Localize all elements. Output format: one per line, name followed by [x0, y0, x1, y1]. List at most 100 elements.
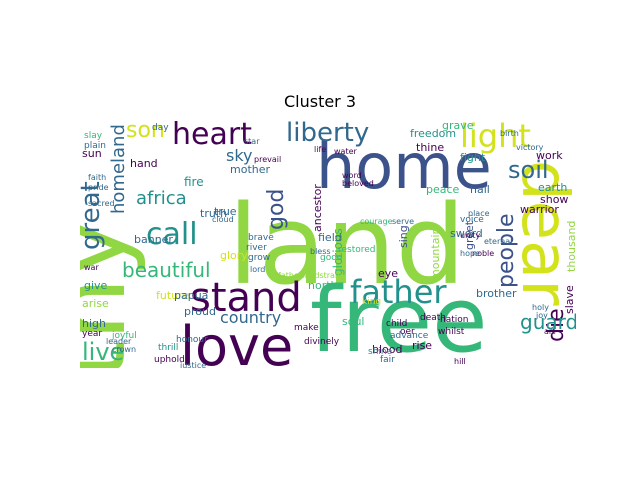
word: peace	[426, 183, 460, 196]
word: people	[494, 213, 519, 288]
word: day	[152, 123, 169, 133]
word: thousand	[565, 220, 576, 272]
word: mountain	[429, 227, 442, 280]
word: sun	[82, 147, 102, 160]
word: justice	[180, 361, 207, 369]
word: father	[350, 273, 447, 311]
word: fair	[380, 355, 395, 365]
word: noble	[472, 249, 495, 258]
word: word	[342, 171, 362, 180]
word: ancestor	[311, 184, 324, 232]
word: cloud	[212, 215, 234, 224]
word: victory	[516, 143, 544, 152]
word: advance	[390, 331, 429, 341]
word: god	[264, 188, 289, 230]
word: lord	[250, 265, 266, 274]
word: sacred	[88, 199, 115, 208]
word: thrill	[158, 343, 179, 353]
word: mother	[230, 163, 271, 176]
word: soul	[342, 315, 365, 328]
word: guard	[520, 310, 576, 334]
word: leader	[106, 337, 132, 346]
word: beloved	[342, 179, 374, 188]
word: river	[246, 243, 267, 253]
word: child	[386, 319, 408, 329]
word: truth	[200, 207, 228, 220]
word: fight	[460, 151, 486, 164]
word: sing	[397, 225, 410, 248]
word: serve	[392, 217, 415, 226]
word: hill	[454, 357, 466, 366]
word: uphold	[154, 355, 185, 365]
word: plain	[84, 141, 106, 151]
word: liberty	[286, 120, 370, 148]
word: soil	[508, 156, 549, 184]
word: eye	[378, 267, 399, 280]
word: bless	[310, 247, 331, 256]
word: north	[308, 279, 338, 292]
word: fire	[184, 175, 204, 189]
word: place	[468, 209, 490, 218]
word: slave	[563, 285, 576, 314]
word: whilst	[438, 327, 465, 337]
word: voice	[460, 215, 484, 225]
word: unity	[460, 231, 481, 240]
word: courage	[360, 217, 393, 226]
word: true	[214, 205, 237, 218]
word: earth	[538, 181, 568, 194]
word: year	[82, 329, 103, 339]
word: fatherlandstrain	[278, 271, 343, 280]
word: future	[156, 289, 190, 302]
word: faith	[88, 173, 107, 182]
word: beautiful	[122, 258, 211, 282]
word: hand	[130, 157, 158, 170]
word: pride	[88, 183, 109, 192]
word: papua	[174, 289, 209, 302]
word: free	[310, 268, 488, 368]
word: grave	[442, 120, 474, 132]
word: death	[420, 313, 446, 323]
word: joy	[536, 311, 548, 320]
word: shine	[368, 347, 393, 357]
word: rise	[412, 339, 433, 352]
word: slay	[84, 131, 103, 141]
word: heart	[172, 120, 252, 152]
word: birth	[500, 129, 519, 138]
word: life	[314, 145, 327, 154]
word: love	[180, 315, 294, 369]
word: joyful	[112, 331, 137, 341]
word: arise	[82, 297, 109, 310]
word: honour	[176, 335, 208, 345]
word: brave	[248, 233, 274, 243]
word: make	[294, 323, 319, 333]
word: home	[316, 130, 492, 203]
word: eternal	[484, 237, 513, 246]
word: art	[544, 327, 556, 336]
word: son	[126, 120, 165, 143]
word: prevail	[254, 155, 282, 164]
word: hope	[460, 249, 480, 258]
word: warrior	[520, 203, 559, 216]
word: crown	[112, 345, 137, 354]
word: sword	[450, 227, 483, 240]
word: star	[244, 137, 260, 146]
word: land	[228, 181, 466, 309]
word: stand	[190, 275, 302, 321]
word: sky	[226, 146, 253, 165]
word: good	[320, 253, 343, 263]
word: work	[536, 149, 563, 162]
word: give	[84, 279, 108, 292]
word: light	[460, 120, 531, 155]
word: call	[146, 217, 198, 252]
word: high	[82, 317, 106, 330]
word: freedom	[410, 127, 457, 140]
word: africa	[136, 188, 187, 209]
word: water	[334, 147, 357, 156]
word: oer	[400, 327, 415, 337]
word: glory	[220, 249, 248, 262]
word: field	[318, 231, 342, 244]
word: restored	[338, 245, 376, 255]
word: grow	[248, 253, 271, 263]
word: war	[84, 263, 99, 272]
word: banner	[134, 233, 173, 246]
